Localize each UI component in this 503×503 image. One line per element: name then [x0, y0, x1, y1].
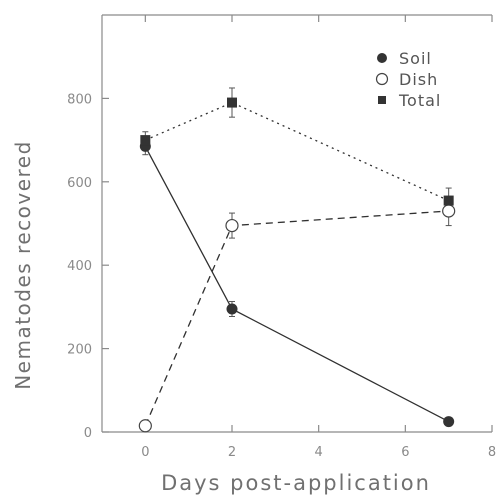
- data-point-dish: [138, 419, 152, 433]
- x-axis-label: Days post-application: [161, 471, 431, 495]
- legend-label-soil: Soil: [399, 49, 432, 68]
- legend-label-dish: Dish: [399, 70, 438, 89]
- data-point-total: [140, 135, 151, 146]
- y-tick-label: 400: [67, 259, 92, 274]
- data-point-total: [227, 97, 237, 108]
- y-tick-label: 800: [67, 92, 92, 107]
- y-tick-label: 200: [67, 343, 92, 358]
- x-tick-label: 2: [228, 445, 236, 460]
- x-tick-label: 4: [315, 445, 323, 460]
- x-tick-label: 8: [488, 445, 496, 460]
- legend-label-total: Total: [398, 91, 441, 110]
- x-tick-label: 6: [401, 445, 409, 460]
- legend-marker-dish: [375, 72, 389, 86]
- series-line-dish: [144, 210, 449, 426]
- data-point-dish: [442, 204, 456, 218]
- series-lines: [144, 101, 449, 426]
- data-point-soil: [226, 303, 238, 315]
- legend-marker-soil: [377, 53, 387, 63]
- series-line-soil: [144, 146, 449, 423]
- series-line-total: [145, 101, 449, 202]
- data-point-soil: [443, 416, 455, 428]
- axis-ticks: 0 2 4 6 8 0 200 400 600 800: [67, 15, 496, 460]
- legend-marker-total: [378, 96, 386, 104]
- data-point-total: [443, 195, 454, 206]
- y-tick-label: 600: [67, 176, 92, 191]
- y-axis-label: Nematodes recovered: [11, 140, 35, 390]
- x-tick-label: 0: [141, 445, 149, 460]
- legend: Soil Dish Total: [375, 49, 441, 110]
- y-tick-label: 0: [84, 426, 92, 441]
- error-bars: [142, 87, 452, 429]
- plot-frame: [101, 14, 492, 433]
- data-points: [138, 97, 456, 433]
- data-point-dish: [225, 218, 239, 233]
